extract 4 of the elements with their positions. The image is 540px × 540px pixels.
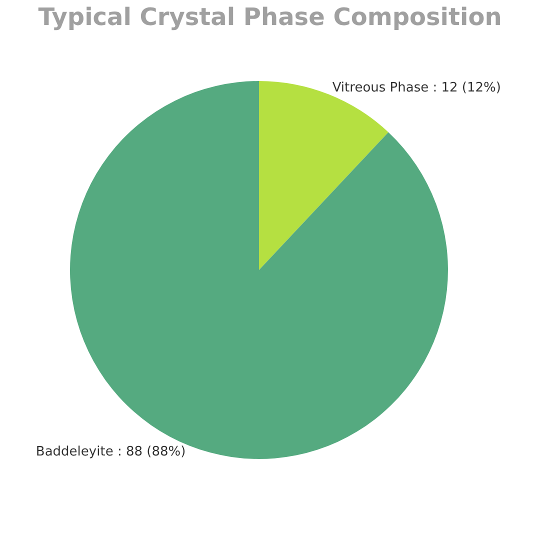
- slice-label: Vitreous Phase : 12 (12%): [332, 80, 501, 96]
- pie-slice: [259, 81, 388, 270]
- chart-title: Typical Crystal Phase Composition: [38, 2, 502, 31]
- slice-label: Baddeleyite : 88 (88%): [36, 444, 186, 460]
